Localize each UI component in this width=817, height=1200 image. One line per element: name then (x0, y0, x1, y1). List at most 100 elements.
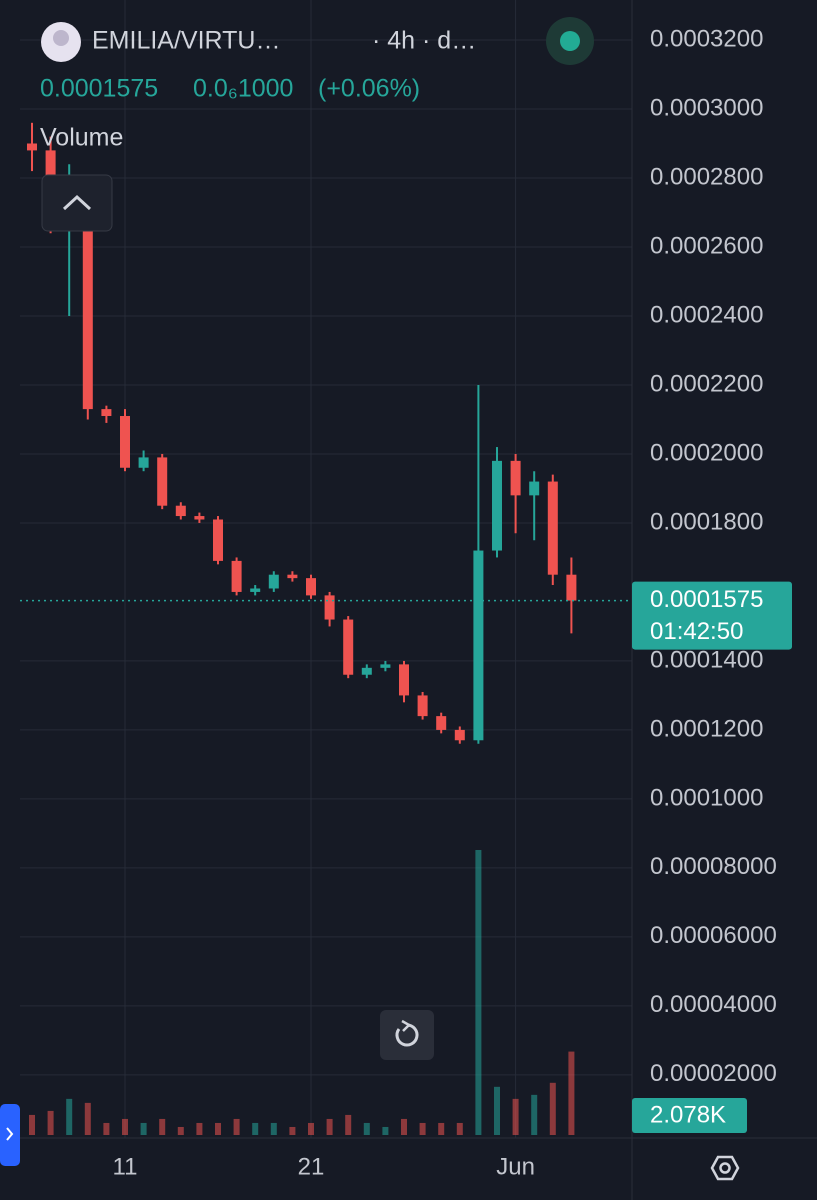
y-tick-label: 0.0001000 (650, 784, 763, 811)
candle-body (231, 560, 242, 592)
collapse-button[interactable] (41, 174, 113, 232)
volume-bar (308, 1122, 314, 1135)
volume-bar (456, 1122, 463, 1135)
y-tick-label: 0.0001200 (650, 715, 763, 742)
candle-body (343, 619, 354, 675)
volume-bar (122, 1118, 128, 1135)
y-tick-label: 0.0002000 (650, 439, 763, 466)
settings-button[interactable] (710, 1155, 740, 1181)
volume-bar (252, 1122, 259, 1135)
volume-bar (196, 1122, 203, 1135)
candle-body (399, 664, 409, 696)
reset-icon (395, 1023, 419, 1047)
candle-body (547, 481, 558, 575)
volume-pane (29, 850, 575, 1135)
status-dot (560, 31, 580, 51)
volume-bar (475, 850, 482, 1135)
volume-bar (159, 1118, 166, 1135)
volume-bar (103, 1122, 110, 1135)
candle-body (529, 481, 540, 496)
candle-body (324, 595, 335, 620)
candle-body (120, 416, 130, 468)
candle-body (138, 457, 149, 468)
candle-body (250, 588, 261, 592)
candle-body (194, 516, 205, 520)
candle-body (454, 729, 465, 741)
reset-icon (401, 1019, 412, 1032)
token-icon (53, 30, 69, 46)
y-tick-label: 0.0002400 (650, 301, 763, 328)
candle-body (268, 574, 279, 589)
x-tick-label: 11 (113, 1153, 138, 1180)
interval[interactable]: · 4h · d… (372, 27, 476, 55)
volume-bar (289, 1126, 296, 1135)
volume-bar (29, 1114, 35, 1135)
volume-bar (382, 1126, 389, 1135)
candle-body (361, 667, 372, 675)
candle-body (566, 574, 577, 601)
y-tick-label: 0.0003000 (650, 94, 763, 121)
volume-bar (326, 1118, 333, 1135)
volume-legend: Volume (40, 124, 123, 152)
y-tick-label: 0.00002000 (650, 1060, 777, 1087)
volume-bar (66, 1098, 73, 1135)
y-tick-label: 0.00006000 (650, 922, 777, 949)
volume-bar (549, 1082, 556, 1135)
candle-body (27, 143, 37, 151)
y-tick-label: 0.0002600 (650, 232, 763, 259)
chevron-icon (62, 194, 92, 211)
legend-change-pct: (+0.06%) (318, 75, 420, 103)
settings-icon (719, 1162, 731, 1174)
y-tick-label: 0.0003200 (650, 25, 763, 52)
x-tick-label: 21 (298, 1153, 325, 1180)
candle-body (417, 695, 428, 717)
candle-body (380, 664, 391, 668)
candle-body (306, 578, 316, 596)
volume-bar (345, 1114, 352, 1135)
volume-bar (47, 1110, 54, 1135)
candle-body (82, 212, 93, 410)
volume-bar (270, 1122, 277, 1135)
volume-bar (84, 1102, 91, 1135)
reset-button[interactable] (380, 1010, 434, 1060)
pair[interactable]: EMILIA/VIRTU… (92, 27, 280, 55)
volume-bar (512, 1098, 519, 1135)
volume-bar (419, 1122, 426, 1135)
volume-bar (140, 1122, 147, 1135)
candle-body (213, 519, 223, 561)
candle-body (510, 460, 521, 496)
y-tick-label: 0.00008000 (650, 853, 777, 880)
y-tick-label: 0.0002200 (650, 370, 763, 397)
candle-body (157, 457, 168, 506)
volume-bar (531, 1094, 538, 1135)
volume-label-box (632, 1098, 747, 1133)
volume-bar (215, 1122, 221, 1135)
candle-body (436, 716, 447, 730)
y-tick-label: 0.0001400 (650, 646, 763, 673)
candle-body (101, 409, 112, 417)
volume-bar (568, 1051, 575, 1135)
x-tick-label: Jun (496, 1153, 535, 1180)
side-tab-icon (6, 1127, 14, 1141)
volume-bar (363, 1122, 370, 1135)
y-tick-label: 0.0001800 (650, 508, 763, 535)
volume-bar (401, 1118, 407, 1135)
legend-price: 0.0001575 (40, 75, 158, 103)
y-tick-label: 0.00004000 (650, 991, 777, 1018)
candle-body (492, 460, 502, 551)
volume-bar (438, 1122, 445, 1135)
last-price-box (632, 581, 792, 650)
price-axis: 0.0003200 0.0003000 0.0002800 0.0002600 0.00… (650, 25, 777, 1087)
countdown: 01:42:50 (650, 618, 743, 645)
grid (20, 0, 632, 1138)
volume-bar (494, 1086, 500, 1135)
last-price-label: 0.0001575 (650, 586, 763, 613)
volume-bar (177, 1126, 184, 1135)
volume-bar (233, 1118, 240, 1135)
legend-change: 0.0₆1000 (193, 75, 293, 103)
y-tick-label: 0.0002800 (650, 163, 763, 190)
volume-label: 2.078K (650, 1101, 726, 1128)
candle-body (287, 574, 298, 579)
candle-body (473, 550, 484, 741)
